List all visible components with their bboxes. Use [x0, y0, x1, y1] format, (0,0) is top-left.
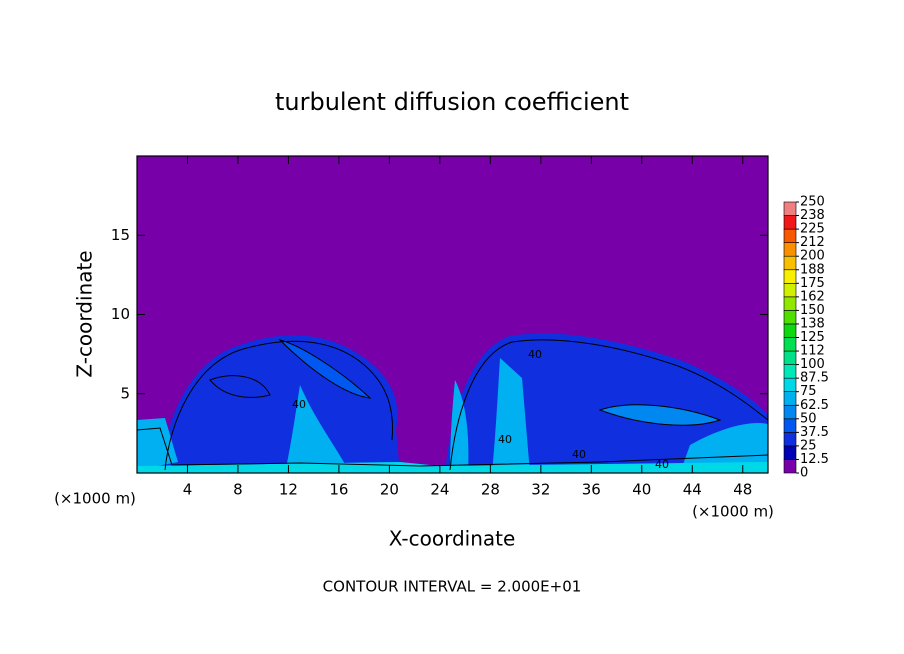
colorbar-swatch [783, 282, 797, 298]
contour-line [278, 339, 372, 399]
colorbar-label: 250 [800, 195, 825, 210]
x-tick-label: 44 [683, 481, 702, 499]
x-tick-label: 36 [582, 481, 601, 499]
field-region [285, 385, 350, 473]
y-tick-label: 15 [111, 226, 130, 244]
colorbar-swatch [783, 364, 797, 379]
colorbar-label: 0 [800, 466, 808, 481]
annotation: CONTOUR INTERVAL = 2.000E+01 [323, 578, 582, 596]
colorbar-swatch [783, 445, 797, 460]
y-axis-label: Z-coordinate [73, 250, 97, 377]
colorbar-label: 87.5 [800, 371, 829, 386]
x-tick-label: 20 [380, 481, 399, 499]
colorbar-label: 25 [800, 438, 817, 453]
x-tick-label: 28 [481, 481, 500, 499]
colorbar-swatch [783, 337, 797, 352]
colorbar-swatch [783, 215, 797, 230]
colorbar-label: 175 [800, 276, 825, 291]
colorbar-label: 37.5 [800, 425, 829, 440]
colorbar-swatch [783, 269, 797, 284]
field-region [280, 340, 370, 398]
y-tick-label: 10 [111, 305, 130, 323]
field-region [492, 358, 530, 473]
colorbar-label: 188 [800, 262, 825, 277]
contour-label: 40 [572, 448, 586, 461]
x-tick-label: 8 [233, 481, 243, 499]
colorbar-swatch [783, 432, 797, 447]
chart-title: turbulent diffusion coefficient [275, 88, 629, 116]
x-tick-label: 48 [733, 481, 752, 499]
colorbar-label: 75 [800, 384, 817, 399]
colorbar-label: 238 [800, 208, 825, 223]
x-unit: (×1000 m) [692, 503, 774, 521]
field-region [680, 422, 768, 473]
field-region [600, 404, 720, 426]
x-axis-label: X-coordinate [389, 527, 516, 551]
contour-line [136, 427, 769, 467]
x-tick-label: 32 [531, 481, 550, 499]
colorbar-swatch [783, 242, 797, 257]
colorbar-swatch [783, 350, 797, 365]
colorbar-label: 138 [800, 316, 825, 331]
colorbar-swatch [783, 296, 797, 311]
colorbar-label: 162 [800, 289, 825, 304]
colorbar-label: 12.5 [800, 452, 829, 467]
colorbar-swatch [783, 377, 797, 392]
contour-line [164, 340, 394, 471]
colorbar-swatch [783, 310, 797, 325]
colorbar-swatch [783, 459, 797, 474]
field-region [450, 380, 469, 473]
y-tick-label: 5 [120, 384, 130, 402]
field-region [137, 462, 768, 473]
contour-line [209, 375, 271, 398]
field-region [137, 418, 178, 470]
colorbar-label: 225 [800, 222, 825, 237]
contour-field: 40 40 40 40 40 [136, 156, 769, 473]
x-tick-label: 12 [279, 481, 298, 499]
contour-label: 40 [528, 348, 542, 361]
contour-label: 40 [292, 398, 306, 411]
colorbar-label: 212 [800, 235, 825, 250]
x-tick-label: 4 [183, 481, 193, 499]
colorbar-label: 200 [800, 249, 825, 264]
colorbar-swatch [783, 255, 797, 271]
colorbar-label: 112 [800, 344, 825, 359]
colorbar-label: 50 [800, 411, 817, 426]
contour-label: 40 [655, 458, 669, 471]
contour-label: 40 [498, 433, 512, 446]
x-tick-label: 24 [430, 481, 449, 499]
colorbar-swatch [783, 201, 797, 216]
colorbar-label: 62.5 [800, 398, 829, 413]
x-tick-label: 16 [329, 481, 348, 499]
x-tick-label: 40 [632, 481, 651, 499]
x-unit: (×1000 m) [54, 490, 136, 508]
colorbar-swatch [783, 391, 797, 406]
colorbar-label: 100 [800, 357, 825, 372]
colorbar-swatch [783, 323, 797, 338]
colorbar-label: 150 [800, 303, 825, 318]
colorbar-swatch [783, 404, 797, 420]
colorbar-label: 125 [800, 330, 825, 345]
field-region [160, 335, 400, 473]
colorbar-swatch [783, 418, 797, 433]
colorbar-swatch [783, 228, 797, 243]
contour-line [449, 339, 769, 471]
contour-line [598, 404, 722, 426]
